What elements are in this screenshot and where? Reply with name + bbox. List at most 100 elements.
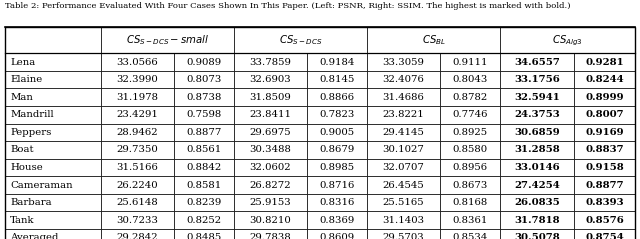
Bar [574, 176, 635, 194]
Text: $CS_{S-DCS} - small$: $CS_{S-DCS} - small$ [126, 33, 209, 47]
Text: 23.8411: 23.8411 [250, 110, 291, 119]
Bar [500, 229, 574, 239]
Bar [367, 194, 440, 211]
Text: 32.0602: 32.0602 [250, 163, 291, 172]
Bar [440, 211, 500, 229]
Bar [574, 88, 635, 106]
Bar [173, 71, 234, 88]
Bar [367, 229, 440, 239]
Text: 0.8877: 0.8877 [186, 128, 221, 137]
Text: 33.0146: 33.0146 [515, 163, 560, 172]
Bar [440, 159, 500, 176]
Text: Man: Man [10, 93, 33, 102]
Bar [307, 211, 367, 229]
Bar [101, 71, 173, 88]
Bar [234, 211, 307, 229]
Bar [440, 176, 500, 194]
Text: 0.8393: 0.8393 [585, 198, 624, 207]
Text: $CS_{S-DCS}$: $CS_{S-DCS}$ [279, 33, 323, 47]
Text: Elaine: Elaine [10, 75, 42, 84]
Bar [500, 71, 574, 88]
Text: 0.8316: 0.8316 [319, 198, 355, 207]
Bar [307, 229, 367, 239]
Bar [234, 27, 367, 53]
Text: 0.8842: 0.8842 [186, 163, 221, 172]
Bar [307, 71, 367, 88]
Text: Cameraman: Cameraman [10, 180, 73, 190]
Text: 29.6975: 29.6975 [250, 128, 291, 137]
Text: 32.6903: 32.6903 [250, 75, 291, 84]
Text: 0.8168: 0.8168 [452, 198, 488, 207]
Bar [5, 27, 101, 53]
Text: 25.9153: 25.9153 [250, 198, 291, 207]
Text: 0.8145: 0.8145 [319, 75, 355, 84]
Text: 0.8837: 0.8837 [585, 145, 624, 154]
Bar [101, 159, 173, 176]
Text: 0.8581: 0.8581 [186, 180, 221, 190]
Bar [5, 159, 101, 176]
Text: 0.8925: 0.8925 [452, 128, 488, 137]
Bar [173, 176, 234, 194]
Text: 31.7818: 31.7818 [515, 216, 560, 225]
Text: 32.5941: 32.5941 [515, 93, 560, 102]
Bar [440, 88, 500, 106]
Text: 0.8580: 0.8580 [452, 145, 488, 154]
Bar [367, 141, 440, 159]
Text: 31.5166: 31.5166 [116, 163, 158, 172]
Text: 29.4145: 29.4145 [383, 128, 424, 137]
Text: 31.1403: 31.1403 [383, 216, 424, 225]
Bar [101, 27, 234, 53]
Text: 0.7823: 0.7823 [319, 110, 355, 119]
Text: 0.8561: 0.8561 [186, 145, 221, 154]
Text: 0.8244: 0.8244 [585, 75, 624, 84]
Bar [367, 124, 440, 141]
Bar [307, 106, 367, 124]
Bar [173, 124, 234, 141]
Text: 0.8007: 0.8007 [585, 110, 624, 119]
Bar [367, 106, 440, 124]
Bar [500, 211, 574, 229]
Text: 0.8369: 0.8369 [319, 216, 355, 225]
Bar [307, 176, 367, 194]
Text: 25.6148: 25.6148 [116, 198, 158, 207]
Bar [440, 194, 500, 211]
Text: Lena: Lena [10, 58, 35, 67]
Bar [5, 71, 101, 88]
Bar [101, 211, 173, 229]
Bar [367, 71, 440, 88]
Bar [367, 27, 500, 53]
Bar [173, 53, 234, 71]
Bar [574, 141, 635, 159]
Text: 23.8221: 23.8221 [383, 110, 424, 119]
Text: 0.8985: 0.8985 [319, 163, 355, 172]
Text: 24.3753: 24.3753 [515, 110, 560, 119]
Text: 32.4076: 32.4076 [383, 75, 424, 84]
Text: 33.1756: 33.1756 [515, 75, 560, 84]
Text: 31.1978: 31.1978 [116, 93, 159, 102]
Bar [234, 159, 307, 176]
Bar [574, 211, 635, 229]
Bar [234, 106, 307, 124]
Text: 32.3990: 32.3990 [116, 75, 158, 84]
Text: 0.8609: 0.8609 [319, 233, 355, 239]
Text: 30.3488: 30.3488 [250, 145, 291, 154]
Bar [101, 106, 173, 124]
Bar [173, 106, 234, 124]
Bar [574, 159, 635, 176]
Text: 27.4254: 27.4254 [515, 180, 560, 190]
Bar [173, 194, 234, 211]
Bar [307, 53, 367, 71]
Text: 0.9005: 0.9005 [319, 128, 355, 137]
Bar [173, 229, 234, 239]
Text: 30.5078: 30.5078 [515, 233, 560, 239]
Bar [367, 176, 440, 194]
Bar [500, 194, 574, 211]
Bar [307, 88, 367, 106]
Text: 33.0566: 33.0566 [116, 58, 158, 67]
Bar [574, 124, 635, 141]
Bar [234, 88, 307, 106]
Bar [440, 229, 500, 239]
Text: 31.2858: 31.2858 [515, 145, 560, 154]
Text: 0.8534: 0.8534 [452, 233, 488, 239]
Text: 0.8239: 0.8239 [186, 198, 221, 207]
